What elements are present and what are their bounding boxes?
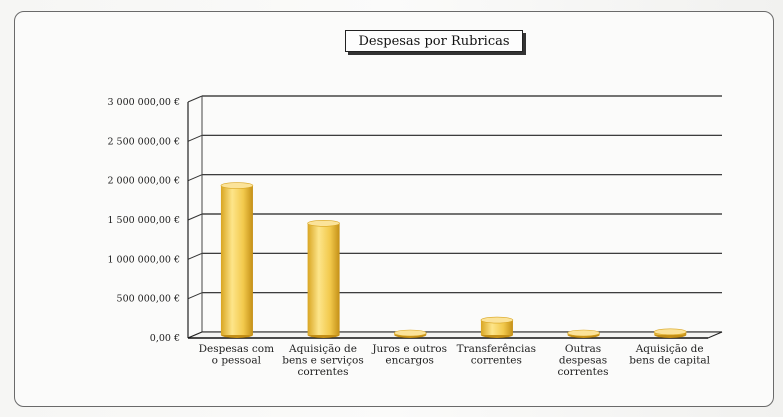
bar [220,182,254,338]
bar-top [307,219,340,227]
chart-title: Despesas por Rubricas [345,30,523,52]
gridline-depth [187,292,203,300]
gridline-depth [187,174,203,182]
labels: 0,00 € 500 000,00 € 1 000 000,00 € 1 500 00… [107,97,710,378]
x-tick-label-line: Aquisição de [635,343,704,355]
floor [187,331,723,339]
x-tick-label: Despesas com o pessoal [199,343,275,367]
gridline-depth [187,213,203,221]
x-tick-label: Outras despesas correntes [557,343,608,378]
x-tick-label-line: bens de capital [629,355,710,367]
y-tick-label: 3 000 000,00 € [107,97,180,108]
x-tick-label-line: bens e serviços [282,355,363,367]
x-tick-label-line: despesas [559,355,607,367]
chart-frame [14,11,774,407]
bar-top [393,329,427,337]
x-tick-label: Aquisição de bens e serviços correntes [282,343,363,378]
x-tick-label: Juros e outros encargos [371,343,447,367]
gridline-depth [187,134,203,142]
axes [187,96,723,339]
bar-body [307,223,340,335]
bar [653,328,687,338]
x-tick-label-line: Transferências [457,343,536,355]
bar-top [480,316,514,324]
x-tick-label-line: Aquisição de [288,343,357,355]
x-tick-label: Aquisição de bens de capital [629,343,710,367]
bar-top [220,182,254,189]
x-tick-label-line: Juros e outros [371,343,447,355]
y-tick-label: 1 500 000,00 € [107,215,180,226]
x-tick-label-line: correntes [557,366,608,378]
bar [307,219,340,338]
bar-body [480,320,513,335]
bars [220,182,687,338]
bar [567,329,600,338]
x-tick-label-line: Outras [565,343,601,355]
y-tick-label: 1 000 000,00 € [107,254,180,265]
gridline-depth [187,252,203,260]
y-tick-label: 500 000,00 € [117,294,180,305]
gridlines [187,95,722,339]
gridline-depth [187,95,203,103]
bar [480,316,514,338]
y-tick-label: 2 500 000,00 € [107,136,180,147]
x-tick-label-line: o pessoal [212,355,262,367]
bar-top [567,329,600,337]
bar-top [653,328,687,336]
y-tick-label: 0,00 € [150,333,180,344]
bar [393,329,427,338]
x-tick-label-line: encargos [385,355,434,367]
x-tick-label-line: correntes [297,366,348,378]
y-tick-label: 2 000 000,00 € [107,176,180,187]
x-tick-label-line: Despesas com [199,343,275,355]
x-tick-label: Transferências correntes [457,343,536,367]
x-tick-label-line: correntes [471,355,522,367]
bar-body [220,185,253,335]
